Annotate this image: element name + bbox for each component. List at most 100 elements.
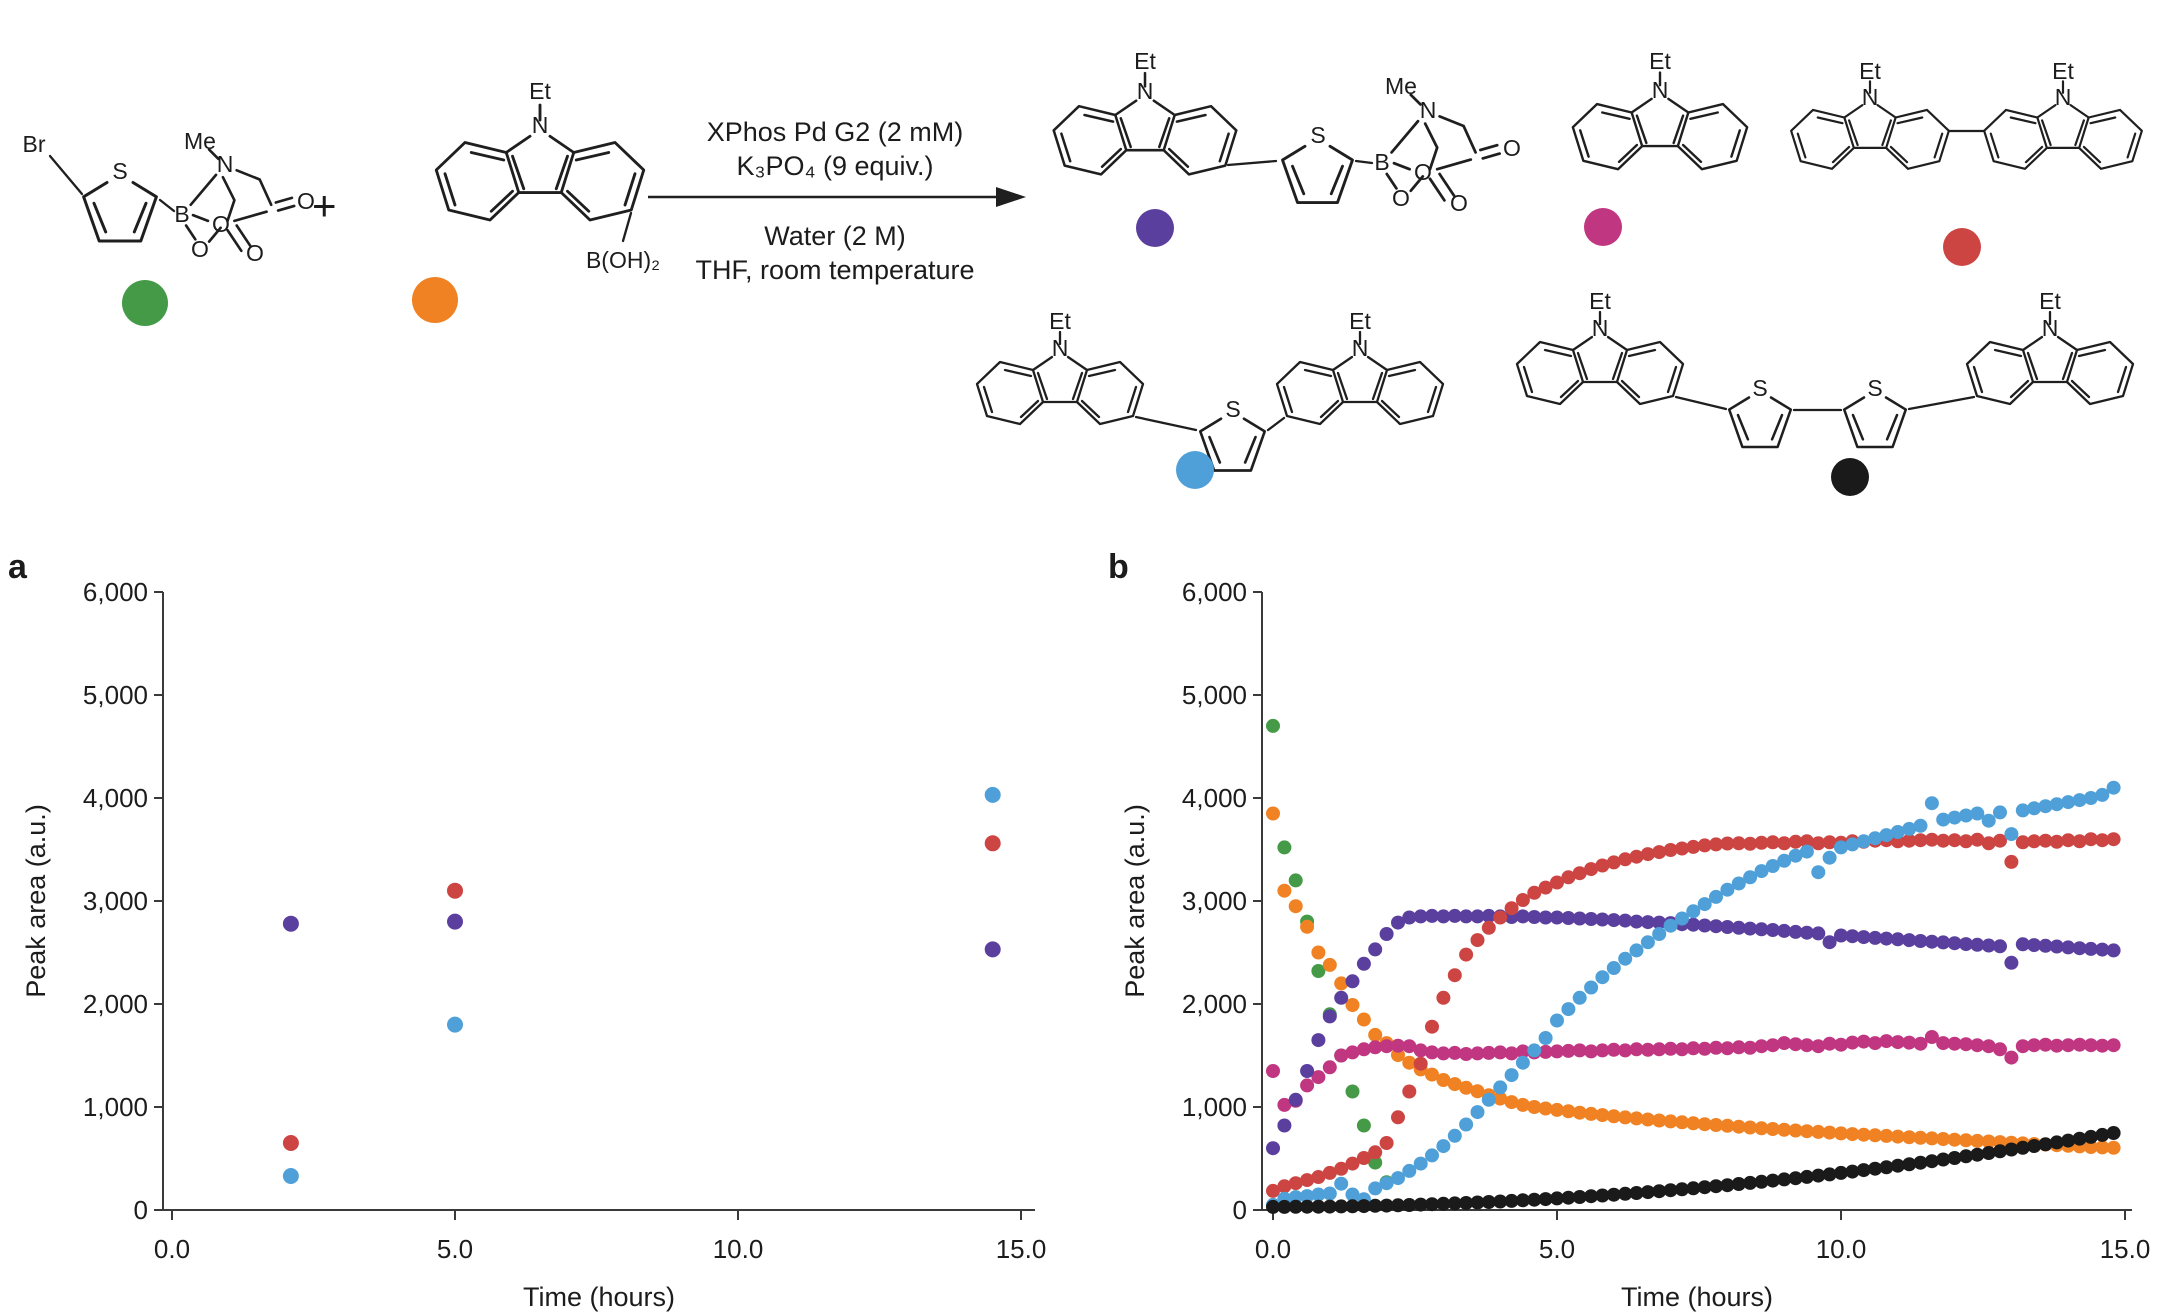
data-point	[1481, 1045, 1496, 1060]
data-point	[1561, 1190, 1576, 1205]
data-point	[1799, 844, 1814, 859]
atom-label-n: N	[217, 151, 234, 177]
data-point	[1266, 1064, 1280, 1078]
data-point	[1777, 923, 1792, 938]
data-point	[2106, 1140, 2121, 1155]
data-point	[1538, 1044, 1553, 1059]
y-tick-label: 1,000	[1182, 1092, 1247, 1122]
data-point	[282, 1168, 299, 1184]
data-point	[1959, 937, 1973, 952]
data-point	[1391, 1038, 1405, 1053]
panel-b-chart: 0 1,000 2,000 3,000 4,000 5,000 6,000 0.0 5.0 10.…	[1120, 577, 2150, 1312]
series-2,5-bis(carbazolyl)thiophene (blue)	[282, 786, 1001, 1184]
data-point	[1504, 1046, 1519, 1061]
data-point	[1902, 1035, 1917, 1050]
data-point	[1777, 853, 1792, 868]
data-point	[1606, 1042, 1621, 1057]
data-point	[1334, 1161, 1349, 1176]
data-point	[1572, 1105, 1587, 1120]
compound-dot-blue	[1176, 451, 1214, 489]
data-point	[1959, 1149, 1973, 1164]
data-point	[1697, 897, 1712, 912]
data-point	[1981, 813, 1996, 828]
data-point	[2027, 1038, 2042, 1053]
data-point	[1947, 833, 1962, 848]
data-point	[1550, 875, 1564, 890]
data-point	[1709, 889, 1723, 904]
data-point	[1345, 1199, 1360, 1214]
atom-label-n: N	[1420, 97, 1437, 123]
atom-label-n: N	[1352, 335, 1369, 361]
data-point	[1322, 957, 1337, 972]
molecule-biscarbazolyl-bithiophene: N Et S S N Et	[1515, 288, 2135, 496]
data-point	[1970, 937, 1985, 952]
data-point	[1425, 1148, 1439, 1163]
data-point	[2072, 941, 2087, 956]
data-point	[447, 882, 463, 899]
data-point	[1640, 1112, 1655, 1127]
data-point	[1743, 1175, 1758, 1190]
data-point	[1266, 1183, 1280, 1198]
data-point	[1527, 1100, 1542, 1114]
data-point	[1947, 1151, 1962, 1165]
data-point	[1629, 849, 1644, 864]
data-point	[1811, 1124, 1826, 1139]
y-tick-label: 4,000	[83, 783, 148, 813]
molecule-ethylcarbazole: N Et	[1571, 48, 1749, 246]
data-point	[1947, 936, 1962, 951]
panel-b-label: b	[1108, 548, 1129, 586]
data-point	[1527, 1192, 1542, 1207]
data-point	[2038, 799, 2053, 814]
data-point	[1913, 934, 1928, 948]
data-point	[1663, 843, 1678, 857]
data-point	[1675, 1042, 1689, 1057]
data-point	[1436, 1196, 1451, 1211]
data-point	[1322, 1186, 1337, 1201]
data-point	[1368, 1198, 1383, 1213]
data-point	[1970, 1038, 1985, 1053]
data-point	[1629, 914, 1644, 929]
data-point	[1890, 1129, 1905, 1144]
data-point	[1481, 920, 1496, 935]
panel-a-label: a	[8, 548, 27, 586]
molecule-carbazole-thiophene-mida: N Et S B N Me O O O O	[1052, 48, 1521, 247]
data-point	[2004, 1142, 2019, 1157]
data-point	[1652, 927, 1667, 941]
data-point	[1947, 1036, 1962, 1051]
data-point	[1334, 976, 1349, 991]
atom-label-s: S	[1225, 396, 1240, 422]
data-point	[1913, 818, 1928, 833]
data-point	[1515, 1044, 1530, 1059]
data-point	[1606, 1109, 1621, 1124]
data-point	[2049, 797, 2064, 812]
data-point	[1868, 1128, 1883, 1143]
y-tick-label: 0	[1233, 1195, 1247, 1225]
data-point	[1743, 1040, 1758, 1055]
data-point	[1868, 1036, 1883, 1051]
compound-dot-magenta	[1584, 208, 1622, 246]
data-point	[1391, 1198, 1405, 1213]
data-point	[1311, 964, 1326, 978]
data-point	[1618, 1186, 1633, 1201]
data-point	[1902, 833, 1917, 848]
data-point	[1652, 1184, 1667, 1199]
data-point	[2106, 832, 2121, 847]
data-point	[1868, 1161, 1883, 1176]
data-point	[1618, 1110, 1633, 1125]
data-point	[2083, 1038, 2098, 1053]
reaction-conditions: XPhos Pd G2 (2 mM) K₃PO₄ (9 equiv.) Wate…	[640, 115, 1030, 287]
data-point	[2004, 1050, 2019, 1065]
data-point	[1550, 910, 1564, 925]
data-point	[1413, 1043, 1428, 1058]
atom-label-n: N	[1052, 335, 1069, 361]
compound-dot-orange	[412, 277, 458, 323]
data-point	[1902, 1130, 1917, 1145]
data-point	[1754, 835, 1769, 850]
data-point	[1697, 838, 1712, 853]
data-point	[1572, 990, 1587, 1005]
data-point	[1720, 836, 1735, 851]
data-point	[1788, 924, 1803, 939]
data-point	[1981, 836, 1996, 851]
data-point	[1799, 834, 1814, 849]
data-point	[1277, 883, 1292, 898]
